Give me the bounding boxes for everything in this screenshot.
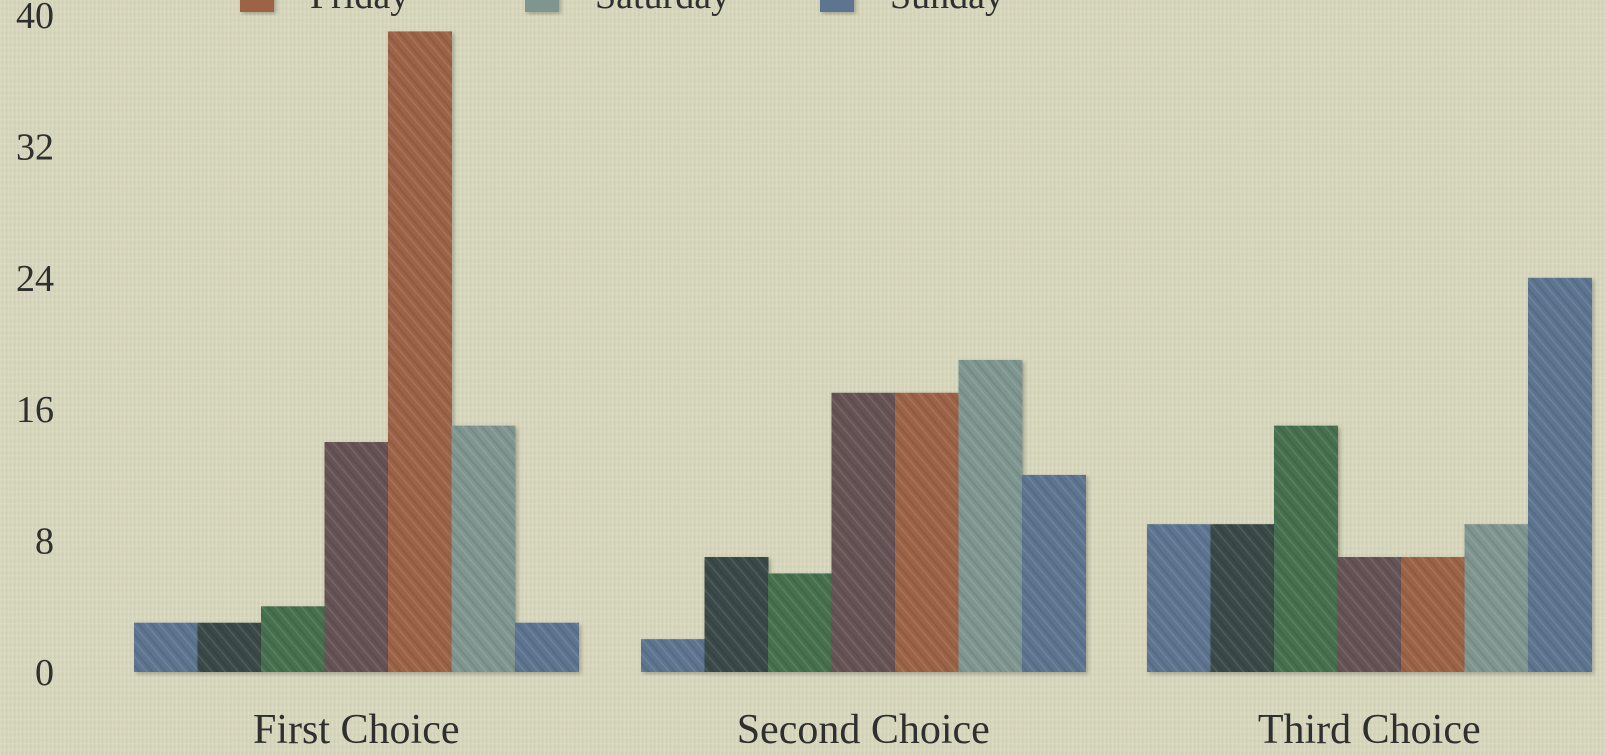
bar-texture — [641, 639, 705, 672]
bar-group — [1147, 277, 1592, 672]
bar-texture — [1337, 557, 1402, 672]
y-tick-label: 8 — [35, 521, 54, 563]
bar-texture — [1401, 557, 1465, 672]
legend-label: Sunday — [890, 0, 1004, 17]
bar-texture — [1210, 524, 1275, 672]
bars-group — [134, 31, 1592, 673]
bar-texture — [768, 573, 832, 672]
legend-label: Friday — [310, 0, 409, 17]
bar-texture — [1022, 474, 1086, 672]
bar-texture — [261, 606, 325, 672]
bar-texture — [1147, 524, 1211, 672]
legend-swatch — [820, 0, 854, 12]
bar-texture — [324, 442, 389, 672]
y-tick-label: 16 — [16, 389, 54, 431]
bar-group — [134, 31, 579, 673]
bar-texture — [134, 622, 198, 672]
bar-texture — [1528, 277, 1592, 672]
bar-texture — [958, 359, 1023, 672]
bar-texture — [515, 622, 579, 672]
y-tick-label: 40 — [16, 0, 54, 37]
bar-texture — [895, 392, 959, 672]
legend-swatch — [240, 0, 274, 12]
bar-texture — [388, 31, 452, 673]
bar-group — [641, 359, 1086, 672]
x-category-label: Third Choice — [1258, 707, 1481, 750]
bar-texture — [451, 425, 516, 672]
legend-swatch — [525, 0, 559, 12]
bar-texture — [197, 622, 262, 672]
x-category-label: First Choice — [253, 707, 460, 750]
bar-texture — [704, 557, 769, 672]
x-axis: First Choice Second Choice Third Choice — [253, 707, 1481, 753]
bar-texture — [831, 392, 896, 672]
legend: Friday Saturday Sunday — [240, 0, 1004, 17]
bar-texture — [1274, 425, 1338, 672]
bar-texture — [1464, 524, 1529, 672]
y-tick-label: 24 — [16, 258, 54, 300]
y-tick-label: 32 — [16, 126, 54, 168]
x-category-label: Second Choice — [737, 707, 990, 750]
y-tick-label: 0 — [35, 652, 54, 694]
legend-label: Saturday — [595, 0, 730, 17]
y-axis: 0 8 16 24 32 40 — [16, 0, 54, 694]
